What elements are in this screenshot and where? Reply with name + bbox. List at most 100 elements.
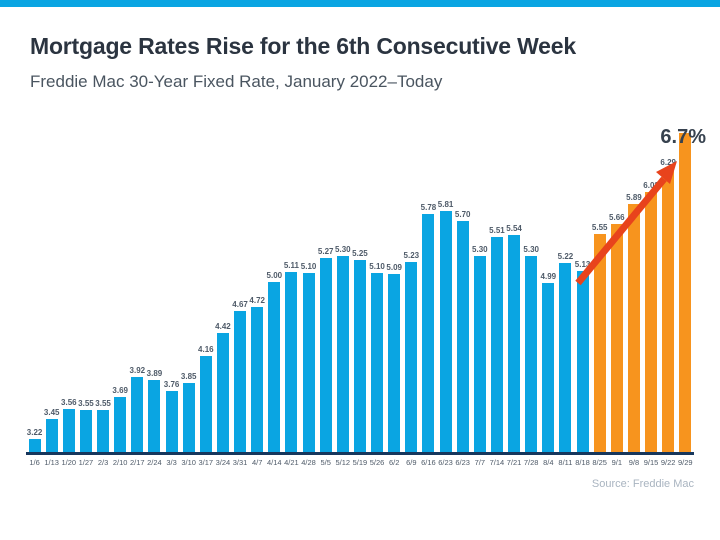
chart-bar-slot: 5.55	[591, 223, 608, 452]
chart-bar-slot: 3.56	[60, 398, 77, 452]
chart-bar	[319, 258, 332, 452]
chart-bar	[508, 235, 521, 452]
chart-bar	[473, 256, 486, 452]
bar-value-label: 5.54	[506, 224, 522, 233]
bar-value-label: 4.99	[540, 272, 557, 281]
chart-bar-slot: 5.13	[574, 260, 591, 452]
x-axis-tick-label: 2/24	[147, 458, 162, 467]
page-title: Mortgage Rates Rise for the 6th Consecut…	[30, 33, 576, 59]
x-axis-tick-label: 5/12	[335, 458, 351, 467]
chart-bar	[576, 271, 589, 452]
chart-bar-slot: 6.29	[660, 158, 677, 452]
chart-bar-slot: 5.89	[625, 193, 642, 452]
bar-value-label: 5.70	[454, 210, 471, 219]
chart-bar-slot: 3.76	[163, 380, 180, 452]
bar-value-label: 5.51	[489, 226, 505, 235]
bar-value-label: 5.89	[626, 193, 642, 202]
bar-value-label: 5.81	[437, 200, 454, 209]
chart-bar	[216, 333, 229, 452]
bar-value-label: 5.00	[266, 271, 283, 280]
x-axis-tick-label: 3/3	[166, 458, 177, 467]
chart-bar-slot: 4.72	[249, 296, 266, 452]
x-axis-tick-label: 5/19	[352, 458, 368, 467]
chart-bar-slot: 4.67	[232, 300, 249, 452]
chart-bar-slot: 3.55	[77, 399, 94, 452]
chart-bar-slot: 4.99	[540, 272, 557, 452]
bar-value-label: 5.22	[557, 252, 574, 261]
bar-value-label: 4.16	[198, 345, 214, 354]
bar-value-label: 3.55	[95, 399, 111, 408]
x-axis-tick-label: 2/3	[97, 458, 109, 467]
bar-value-label: 3.56	[61, 398, 77, 407]
chart-bar-slot: 5.70	[454, 210, 471, 452]
chart-bar	[456, 221, 469, 452]
x-axis-tick-label: 9/1	[611, 458, 623, 467]
chart-bar-slot: 5.00	[266, 271, 283, 452]
bar-value-label: 5.55	[591, 223, 608, 232]
chart-bar	[422, 214, 435, 452]
chart-bar	[148, 380, 161, 452]
chart-bar	[97, 410, 110, 452]
bar-value-label: 5.66	[609, 213, 625, 222]
chart-bar	[251, 307, 264, 452]
chart-bar	[593, 234, 606, 452]
chart-bar-slot: 5.66	[608, 213, 625, 452]
chart-bar	[353, 260, 366, 452]
bar-value-label: 5.23	[403, 251, 420, 260]
chart-bar	[559, 263, 572, 452]
x-axis-tick-label: 8/4	[543, 458, 554, 467]
chart-bar	[45, 419, 58, 452]
x-axis-tick-label: 7/14	[489, 458, 505, 467]
source-credit: Source: Freddie Mac	[591, 478, 694, 490]
chart-bar-slot: 3.85	[180, 372, 197, 452]
chart-bar	[165, 391, 178, 452]
chart-bar-slot: 3.45	[43, 408, 60, 452]
bar-value-label: 4.42	[215, 322, 231, 331]
chart-bar-slot: 5.54	[506, 224, 523, 452]
chart-bar	[371, 273, 384, 452]
peak-rate-annotation: 6.7%	[660, 126, 706, 148]
x-axis-tick-label: 2/17	[130, 458, 145, 467]
x-axis-tick-label: 6/16	[421, 458, 436, 467]
x-axis-tick-label: 8/25	[592, 458, 607, 467]
x-axis-tick-label: 9/15	[643, 458, 659, 467]
x-axis-tick-label: 4/21	[284, 458, 299, 467]
bar-value-label: 5.10	[369, 262, 385, 271]
x-axis-tick-label: 5/26	[369, 458, 385, 467]
bar-value-label: 3.45	[43, 408, 60, 417]
chart-bar	[525, 256, 538, 452]
chart-bar-slot: 3.89	[146, 369, 163, 452]
x-axis-tick-label: 1/20	[61, 458, 77, 467]
x-axis-tick-label: 7/21	[506, 458, 522, 467]
chart-bar	[336, 256, 349, 452]
chart-bar-slot: 5.10	[369, 262, 386, 452]
x-axis-tick-label: 1/6	[29, 458, 40, 467]
bar-value-label: 5.30	[523, 245, 539, 254]
bar-value-label: 4.72	[249, 296, 265, 305]
chart-bar-slot: 5.11	[283, 261, 300, 452]
chart-bar-slot: 3.22	[26, 428, 43, 452]
chart-bar-slot	[677, 131, 694, 452]
chart-bar-slot: 5.30	[334, 245, 351, 452]
chart-bar-slot: 5.78	[420, 203, 437, 452]
chart-bar-slot: 5.23	[403, 251, 420, 452]
bar-value-label: 3.76	[163, 380, 180, 389]
chart-bar	[79, 410, 92, 452]
chart-bar-slot: 3.55	[95, 399, 112, 452]
chart-bar-slot: 5.25	[351, 249, 368, 452]
x-axis-tick-label: 8/18	[575, 458, 590, 467]
bar-value-label: 3.92	[129, 366, 146, 375]
chart-bar	[114, 397, 127, 452]
bar-value-label: 4.67	[232, 300, 248, 309]
chart-bar	[62, 409, 75, 452]
chart-bar	[490, 237, 503, 452]
chart-bar	[131, 377, 144, 452]
x-axis-tick-label: 4/7	[251, 458, 263, 467]
bar-value-label: 5.11	[283, 261, 299, 270]
x-axis-tick-label: 9/29	[678, 458, 693, 467]
chart-bar-slot: 5.10	[300, 262, 317, 452]
x-axis-tick-label: 5/5	[320, 458, 331, 467]
chart-bar	[182, 383, 195, 452]
chart-bar	[645, 192, 658, 452]
bar-value-label: 3.55	[78, 399, 94, 408]
